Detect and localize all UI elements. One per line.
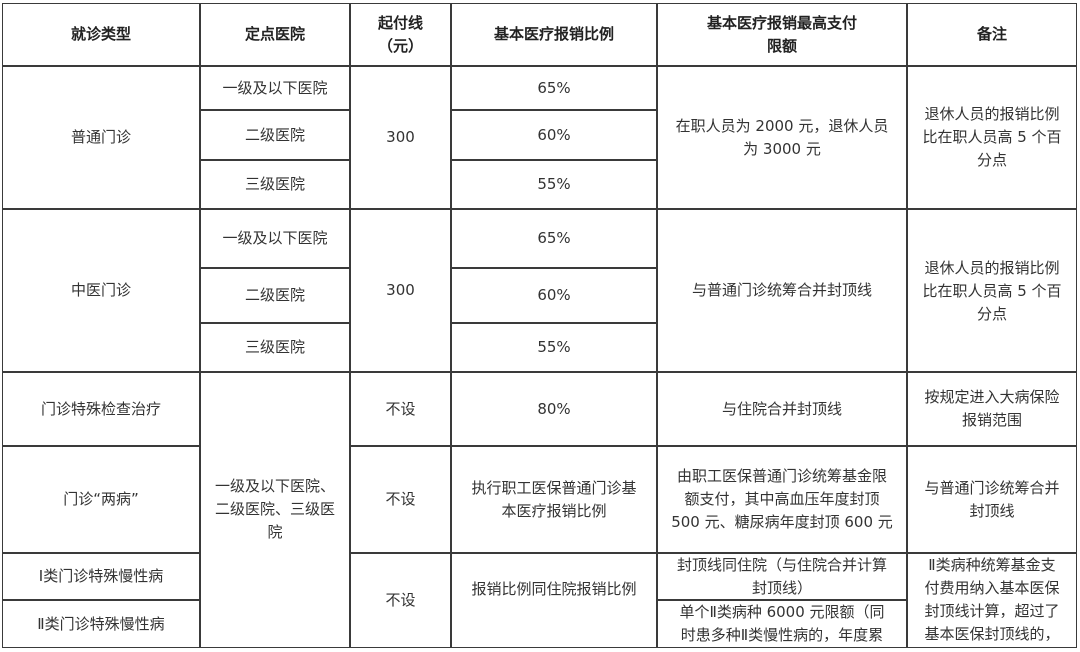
cell-remark: 退休人员的报销比例 比在职人员高 5 个百 分点 — [907, 209, 1077, 372]
cell-hospital: 二级医院 — [200, 268, 350, 323]
header-ratio: 基本医疗报销比例 — [451, 3, 657, 66]
cell-type-two-diseases: 门诊“两病” — [2, 446, 200, 553]
header-max-limit: 基本医疗报销最高支付 限额 — [657, 3, 907, 66]
header-remarks: 备注 — [907, 3, 1077, 66]
cell-limit: 由职工医保普通门诊统筹基金限 额支付，其中高血压年度封顶 500 元、糖尿病年度… — [657, 446, 907, 553]
header-visit-type: 就诊类型 — [2, 3, 200, 66]
cell-ratio: 80% — [451, 372, 657, 446]
cell-type-general: 普通门诊 — [2, 66, 200, 209]
cell-hospital: 一级及以下医院 — [200, 209, 350, 268]
header-hospital: 定点医院 — [200, 3, 350, 66]
cell-remark: 按规定进入大病保险 报销范围 — [907, 372, 1077, 446]
cell-remark: 与普通门诊统筹合并 封顶线 — [907, 446, 1077, 553]
cell-hospital: 一级及以下医院 — [200, 66, 350, 110]
cell-hospital-merged: 一级及以下医院、 二级医院、三级医 院 — [200, 372, 350, 648]
cell-deductible: 不设 — [350, 553, 451, 648]
cell-deductible: 300 — [350, 66, 451, 209]
cell-remark: 退休人员的报销比例 比在职人员高 5 个百 分点 — [907, 66, 1077, 209]
cell-type-chronic-1: Ⅰ类门诊特殊慢性病 — [2, 553, 200, 600]
cell-ratio: 60% — [451, 268, 657, 323]
cell-limit: 与普通门诊统筹合并封顶线 — [657, 209, 907, 372]
cell-deductible: 不设 — [350, 446, 451, 553]
cell-hospital: 二级医院 — [200, 110, 350, 160]
cell-ratio: 65% — [451, 66, 657, 110]
cell-ratio: 55% — [451, 160, 657, 209]
cell-ratio: 60% — [451, 110, 657, 160]
cell-limit: 在职人员为 2000 元，退休人员 为 3000 元 — [657, 66, 907, 209]
cell-type-special-exam: 门诊特殊检查治疗 — [2, 372, 200, 446]
cell-remark: Ⅱ类病种统筹基金支 付费用纳入基本医保 封顶线计算，超过了 基本医保封顶线的， — [907, 553, 1077, 648]
cell-hospital: 三级医院 — [200, 323, 350, 372]
header-deductible: 起付线 （元） — [350, 3, 451, 66]
cell-limit: 单个Ⅱ类病种 6000 元限额（同 时患多种Ⅱ类慢性病的，年度累 — [657, 600, 907, 648]
cell-deductible: 300 — [350, 209, 451, 372]
cell-ratio: 65% — [451, 209, 657, 268]
cell-type-chronic-2: Ⅱ类门诊特殊慢性病 — [2, 600, 200, 648]
cell-limit: 与住院合并封顶线 — [657, 372, 907, 446]
cell-hospital: 三级医院 — [200, 160, 350, 209]
cell-ratio: 55% — [451, 323, 657, 372]
cell-ratio: 报销比例同住院报销比例 — [451, 553, 657, 648]
cell-limit: 封顶线同住院（与住院合并计算 封顶线） — [657, 553, 907, 600]
cell-type-tcm: 中医门诊 — [2, 209, 200, 372]
cell-deductible: 不设 — [350, 372, 451, 446]
cell-ratio: 执行职工医保普通门诊基 本医疗报销比例 — [451, 446, 657, 553]
